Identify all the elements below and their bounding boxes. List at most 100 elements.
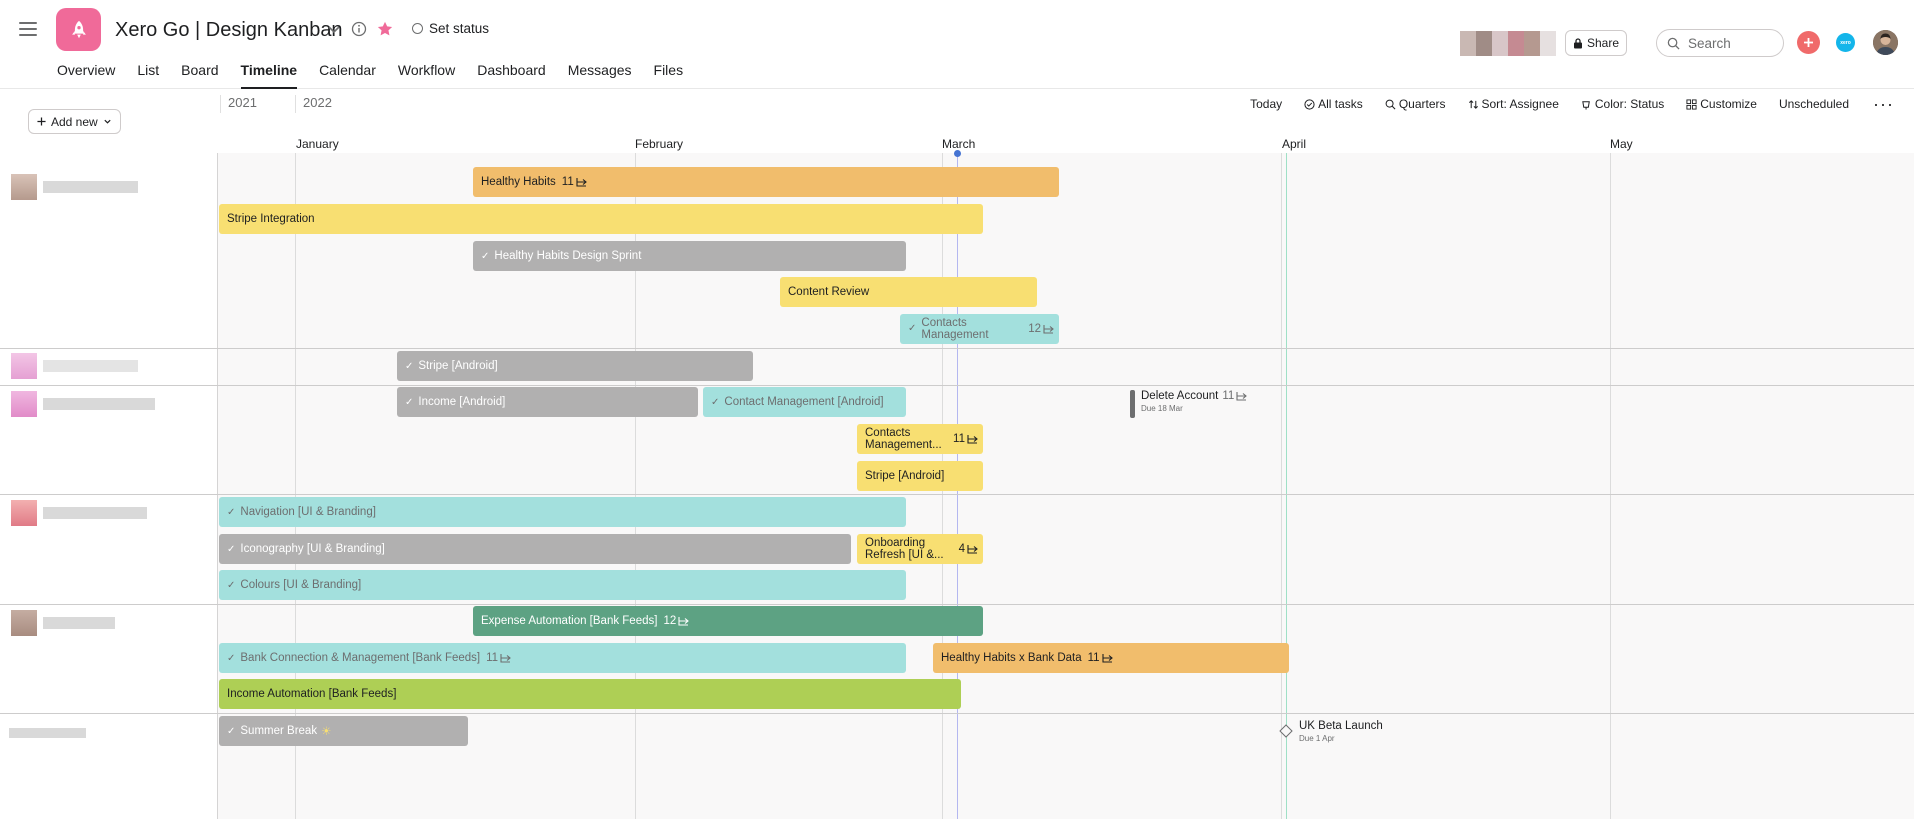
avatar xyxy=(11,353,37,379)
project-tabs: Overview List Board Timeline Calendar Wo… xyxy=(57,62,705,89)
tab-calendar[interactable]: Calendar xyxy=(319,62,376,78)
task-bar[interactable]: Contacts Management... 11 xyxy=(857,424,983,454)
task-name: Summer Break xyxy=(240,725,318,737)
set-status-button[interactable]: Set status xyxy=(412,21,489,36)
tab-messages[interactable]: Messages xyxy=(567,62,632,78)
task-bar[interactable]: Stripe Integration xyxy=(219,204,983,234)
task-bar[interactable]: Onboarding Refresh [UI &... 4 xyxy=(857,534,983,564)
assignee-row-2[interactable] xyxy=(11,353,138,379)
subtask-count: 11 xyxy=(953,433,965,445)
task-bar[interactable]: ✓ Iconography [UI & Branding] xyxy=(219,534,851,564)
timeline-grid: Healthy Habits 11 Stripe Integration ✓ H… xyxy=(0,150,1914,819)
row-divider xyxy=(0,604,1914,605)
chevron-down-icon[interactable] xyxy=(326,21,342,37)
zoom-icon xyxy=(1385,99,1396,109)
check-icon: ✓ xyxy=(227,506,236,518)
assignee-row-1[interactable] xyxy=(11,174,138,200)
task-bar[interactable]: ✓ Navigation [UI & Branding] xyxy=(219,497,906,527)
task-bar[interactable]: ✓ Contact Management [Android] xyxy=(703,387,906,417)
milestone-line xyxy=(1286,153,1287,819)
favorite-star-icon[interactable] xyxy=(376,20,394,38)
more-options-icon[interactable]: ··· xyxy=(1873,94,1894,114)
today-button[interactable]: Today xyxy=(1250,97,1282,111)
milestone-marker xyxy=(1130,390,1135,418)
task-bar[interactable]: ✓ Stripe [Android] xyxy=(397,351,753,381)
project-title[interactable]: Xero Go | Design Kanban xyxy=(115,19,343,41)
assignee-row-4[interactable] xyxy=(11,500,147,526)
assignee-column xyxy=(0,153,218,819)
task-bar[interactable]: Healthy Habits 11 xyxy=(473,167,1059,197)
task-bar[interactable]: ✓ Income [Android] xyxy=(397,387,698,417)
unscheduled-button[interactable]: Unscheduled xyxy=(1779,97,1849,111)
tab-timeline[interactable]: Timeline xyxy=(240,62,297,89)
milestone-uk-beta-launch[interactable]: UK Beta Launch Due 1 Apr xyxy=(1279,720,1383,743)
assignee-row-5[interactable] xyxy=(11,610,115,636)
global-add-button[interactable] xyxy=(1797,31,1820,54)
project-rocket-icon[interactable] xyxy=(56,8,101,51)
project-members-avatars[interactable] xyxy=(1460,31,1558,56)
task-bar[interactable]: Stripe [Android] xyxy=(857,461,983,491)
task-name: Stripe [Android] xyxy=(865,470,945,482)
subtask-icon xyxy=(576,178,587,187)
sort-button[interactable]: Sort: Assignee xyxy=(1468,97,1559,111)
share-button[interactable]: Share xyxy=(1565,30,1627,56)
milestone-delete-account[interactable]: Delete Account 11 Due 18 Mar xyxy=(1130,390,1248,418)
subtask-icon xyxy=(1043,325,1054,334)
menu-icon[interactable] xyxy=(19,22,37,36)
info-icon[interactable] xyxy=(351,21,367,37)
subtask-icon xyxy=(967,545,978,554)
assignee-name xyxy=(43,507,147,519)
assignee-name xyxy=(43,398,155,410)
year-2022: 2022 xyxy=(295,95,332,113)
row-divider xyxy=(0,348,1914,349)
assignee-row-3[interactable] xyxy=(11,391,155,417)
add-new-button[interactable]: Add new xyxy=(28,109,121,134)
check-icon: ✓ xyxy=(481,250,490,262)
task-name: Colours [UI & Branding] xyxy=(240,579,362,591)
xero-app-icon[interactable]: xero xyxy=(1836,33,1855,52)
task-name: Navigation [UI & Branding] xyxy=(240,506,376,518)
task-bar[interactable]: ✓ Summer Break ☀ xyxy=(219,716,468,746)
task-bar[interactable]: Income Automation [Bank Feeds] xyxy=(219,679,961,709)
search-input[interactable] xyxy=(1688,35,1773,51)
month-april: April xyxy=(1282,137,1307,151)
task-bar[interactable]: Expense Automation [Bank Feeds] 12 xyxy=(473,606,983,636)
status-circle-icon xyxy=(412,23,423,34)
tab-files[interactable]: Files xyxy=(653,62,684,78)
check-icon: ✓ xyxy=(227,652,236,664)
month-january: January xyxy=(296,137,339,151)
tab-list[interactable]: List xyxy=(137,62,160,78)
task-bar[interactable]: Healthy Habits x Bank Data 11 xyxy=(933,643,1289,673)
task-bar[interactable]: ✓ Bank Connection & Management [Bank Fee… xyxy=(219,643,906,673)
search-field[interactable] xyxy=(1656,29,1784,57)
sort-arrows-icon xyxy=(1468,99,1478,109)
tab-board[interactable]: Board xyxy=(181,62,219,78)
timeline-toolbar: Today All tasks Quarters Sort: Assignee … xyxy=(1228,94,1894,114)
task-bar[interactable]: ✓ Healthy Habits Design Sprint xyxy=(473,241,906,271)
unassigned-row[interactable] xyxy=(9,720,86,746)
gridline-april xyxy=(1281,153,1282,819)
month-scale: January February March April May xyxy=(0,133,1914,153)
user-avatar[interactable] xyxy=(1873,30,1898,55)
check-icon: ✓ xyxy=(908,323,917,334)
task-bar[interactable]: ✓ Contacts Management 12 xyxy=(900,314,1059,344)
milestone-name: UK Beta Launch xyxy=(1299,720,1383,732)
tab-workflow[interactable]: Workflow xyxy=(397,62,456,78)
check-icon: ✓ xyxy=(405,396,414,408)
tab-overview[interactable]: Overview xyxy=(57,62,116,78)
task-name: Contact Management [Android] xyxy=(724,396,884,408)
today-label: Today xyxy=(1250,97,1283,111)
today-marker xyxy=(954,150,961,157)
customize-label: Customize xyxy=(1700,97,1757,111)
zoom-quarters-button[interactable]: Quarters xyxy=(1385,97,1446,111)
color-button[interactable]: Color: Status xyxy=(1581,97,1664,111)
gridline-may xyxy=(1610,153,1611,819)
task-bar[interactable]: ✓ Colours [UI & Branding] xyxy=(219,570,906,600)
milestone-due: Due 1 Apr xyxy=(1299,734,1335,743)
task-bar[interactable]: Content Review xyxy=(780,277,1037,307)
customize-button[interactable]: Customize xyxy=(1686,97,1757,111)
tab-dashboard[interactable]: Dashboard xyxy=(477,62,546,78)
all-tasks-filter[interactable]: All tasks xyxy=(1304,97,1363,111)
subtask-count: 4 xyxy=(958,543,965,555)
sort-label: Sort: Assignee xyxy=(1481,97,1559,111)
